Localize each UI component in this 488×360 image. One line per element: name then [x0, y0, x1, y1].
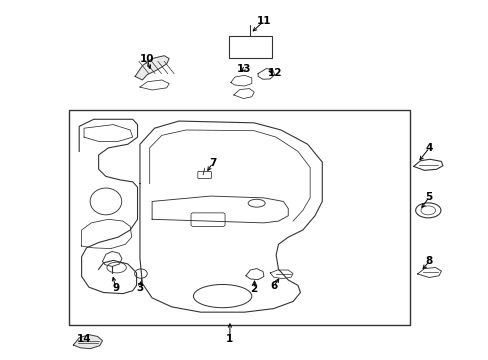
Text: 4: 4 [425, 143, 432, 153]
Text: 14: 14 [77, 334, 91, 344]
Polygon shape [73, 335, 102, 348]
Text: 2: 2 [250, 284, 257, 294]
Text: 9: 9 [112, 283, 119, 293]
Text: 11: 11 [256, 16, 271, 26]
Bar [228, 36, 271, 58]
Text: 5: 5 [425, 192, 432, 202]
Bar [69, 111, 409, 325]
Text: 13: 13 [237, 64, 251, 73]
Text: 1: 1 [226, 334, 233, 344]
Polygon shape [135, 56, 169, 80]
Text: 6: 6 [269, 282, 277, 292]
Text: 10: 10 [140, 54, 154, 64]
Text: 8: 8 [425, 256, 432, 266]
Text: 7: 7 [209, 158, 216, 168]
Text: 3: 3 [136, 283, 143, 293]
Text: 12: 12 [267, 68, 281, 78]
